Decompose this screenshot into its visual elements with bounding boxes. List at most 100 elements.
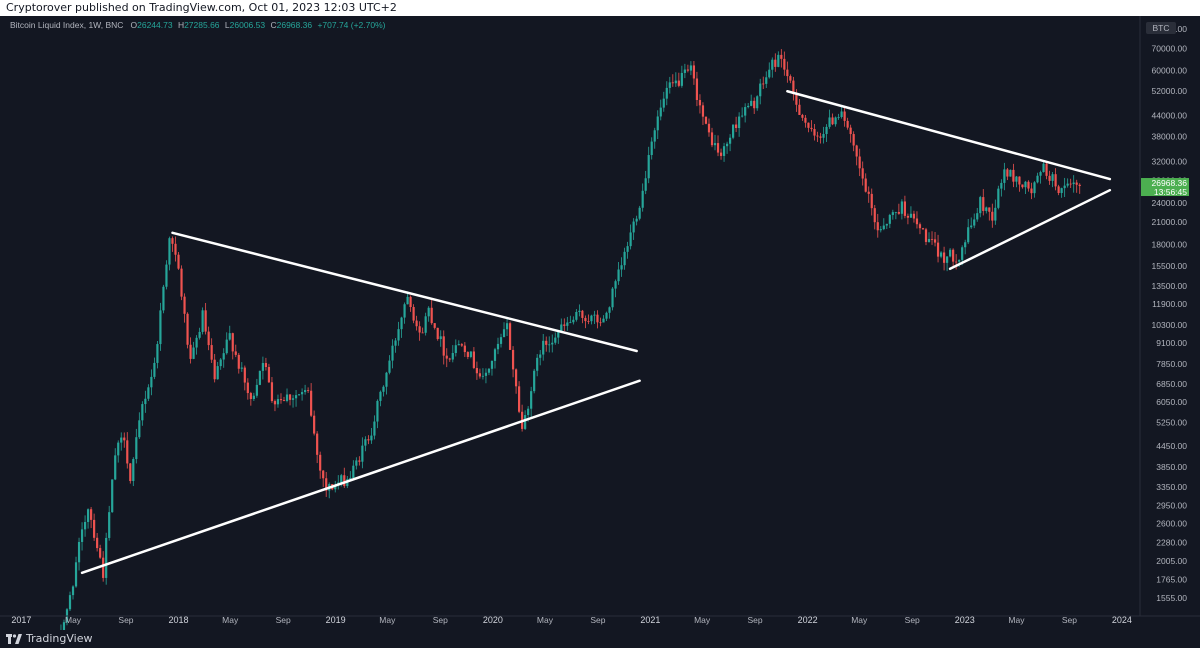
candle [421, 327, 424, 334]
candle-body [867, 191, 870, 194]
candle-body [478, 373, 482, 377]
candle [747, 102, 750, 109]
trendline[interactable] [80, 379, 641, 575]
candle-body [891, 212, 894, 215]
candle-body [533, 370, 536, 392]
y-tick-label: 2280.00 [1156, 538, 1187, 548]
chart-area[interactable]: 1555.00 1765.00 2005.00 2280.00 2600.00 2950.… [0, 16, 1200, 630]
candle-body [710, 132, 714, 146]
candle [424, 312, 427, 336]
candle-body [466, 352, 469, 357]
candle-body [240, 367, 243, 369]
candle [403, 302, 406, 324]
candle-body [747, 105, 750, 108]
candle [1024, 180, 1027, 194]
candle [279, 393, 283, 404]
candle [457, 340, 460, 346]
candle-body [322, 470, 325, 479]
candle-body [961, 247, 964, 260]
candle [237, 352, 240, 374]
candle [400, 316, 403, 338]
candle-body [1036, 175, 1039, 183]
candle [120, 432, 123, 451]
candle-body [593, 314, 596, 316]
candle-body [945, 256, 949, 263]
candle [789, 74, 792, 84]
candle [623, 247, 626, 270]
candle-body [156, 344, 159, 363]
candle-body [385, 372, 388, 387]
candle [511, 346, 515, 378]
candle-body [222, 353, 225, 360]
trendline[interactable] [786, 89, 1112, 181]
candle-body [756, 96, 759, 109]
candle [90, 507, 93, 529]
y-tick-label: 1555.00 [1156, 593, 1187, 603]
candle [587, 314, 590, 325]
candle [177, 252, 180, 270]
x-month-label: May [851, 615, 868, 625]
candle [469, 351, 472, 359]
chart-svg[interactable]: 1555.00 1765.00 2005.00 2280.00 2600.00 2950.… [0, 16, 1200, 630]
candle [463, 342, 466, 357]
candle [487, 367, 491, 376]
candle-body [599, 322, 602, 324]
price-scale: 1555.00 1765.00 2005.00 2280.00 2600.00 2950.… [1139, 16, 1200, 630]
trendline[interactable] [171, 231, 638, 353]
candle-body [297, 394, 301, 396]
candle [96, 533, 99, 552]
candle-body [771, 59, 774, 70]
candle-body [180, 268, 183, 297]
trendline[interactable] [948, 188, 1112, 271]
candle-body [514, 369, 518, 387]
candle [840, 106, 843, 119]
candle [894, 211, 897, 220]
candle-body [828, 117, 831, 127]
candle-body [457, 344, 460, 346]
candle-body [108, 512, 111, 538]
candle-body [1033, 182, 1036, 194]
candle-body [530, 391, 533, 409]
price-scale-bg[interactable] [1140, 16, 1200, 630]
candle [927, 232, 931, 243]
candle-body [695, 78, 699, 101]
last-price-tag [1141, 178, 1189, 197]
candle-body [614, 281, 617, 289]
candle [355, 457, 358, 470]
candle [1048, 170, 1051, 185]
candle-body [439, 336, 442, 340]
candle-body [732, 124, 735, 138]
candle-body [587, 321, 590, 322]
candle [60, 624, 62, 630]
tradingview-logo[interactable]: TradingView [6, 630, 92, 648]
candle-body [608, 307, 611, 313]
candle [373, 415, 376, 440]
candle-body [991, 211, 994, 221]
candle [439, 330, 442, 347]
candle-body [722, 146, 726, 156]
candle [493, 347, 497, 369]
candle [1066, 178, 1069, 188]
candle-body [656, 116, 659, 131]
candle-body [665, 87, 668, 99]
candle [150, 369, 153, 396]
candle-body [750, 100, 753, 106]
candle [575, 309, 578, 322]
candle [542, 334, 545, 361]
candle [162, 284, 165, 314]
candle-body [325, 478, 328, 491]
candle [518, 381, 521, 414]
y-tick-label: 38000.00 [1152, 132, 1188, 142]
candle-body [174, 243, 177, 255]
candle-body [759, 83, 762, 97]
candle [686, 64, 689, 73]
candle [855, 144, 858, 166]
candle [822, 126, 825, 144]
candle [1072, 175, 1075, 193]
candle [792, 76, 795, 101]
candle [861, 161, 864, 186]
candle-body [62, 622, 66, 630]
candle-body [213, 359, 216, 380]
candle-body [382, 386, 385, 392]
candle [273, 399, 277, 412]
